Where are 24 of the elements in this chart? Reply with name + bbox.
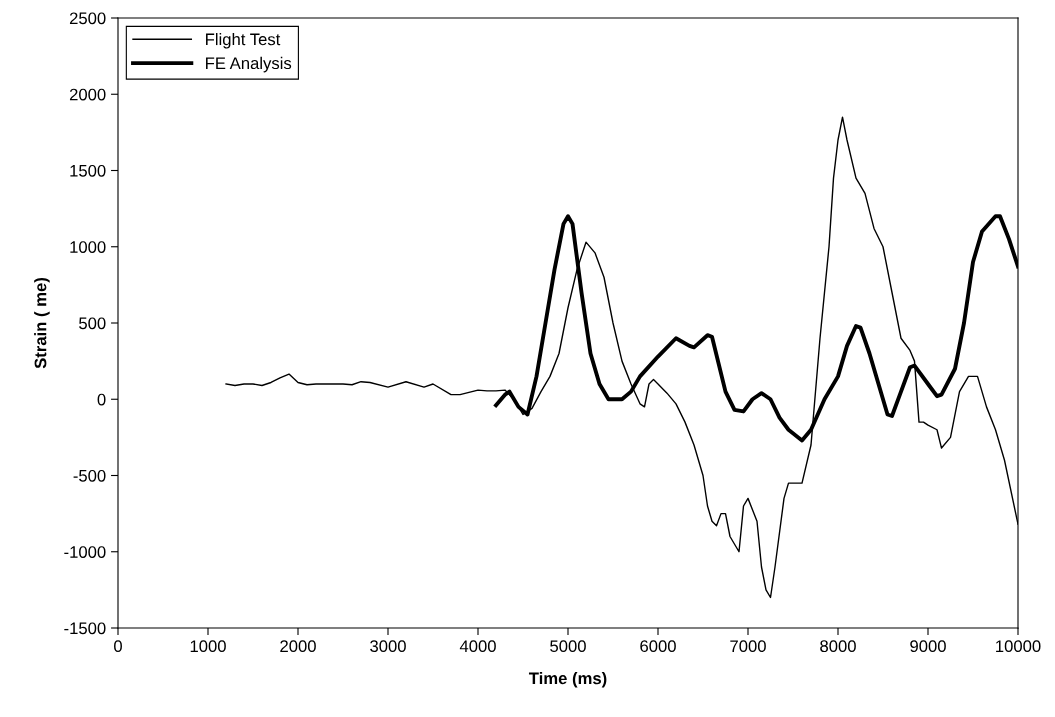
x-tick-label: 5000 <box>550 640 586 653</box>
x-axis-title: Time (ms) <box>528 672 607 688</box>
y-tick-label: 500 <box>79 317 106 330</box>
x-tick-label: 6000 <box>640 640 676 653</box>
y-tick-label: 2000 <box>69 88 106 101</box>
y-tick-label: 2500 <box>69 12 106 25</box>
x-tick-label: 7000 <box>730 640 766 653</box>
legend-label: FE Analysis <box>206 56 292 73</box>
y-tick-label: -1500 <box>64 622 106 635</box>
x-tick-label: 1000 <box>190 640 226 653</box>
y-tick-label: 1000 <box>70 241 106 253</box>
y-tick-label: 0 <box>97 393 106 406</box>
y-axis-title: Strain ( me) <box>34 277 50 369</box>
x-tick-label: 0 <box>114 640 122 653</box>
x-tick-label: 8000 <box>820 640 856 653</box>
y-tick-label: -1000 <box>64 546 106 558</box>
legend-label: Flight Test <box>206 33 281 49</box>
x-tick-label: 4000 <box>459 640 496 653</box>
y-tick-label: -500 <box>73 469 106 482</box>
x-tick-label: 2000 <box>280 640 316 653</box>
x-tick-label: 9000 <box>910 640 946 653</box>
x-tick-label: 10000 <box>996 640 1041 653</box>
x-tick-label: 3000 <box>370 640 406 653</box>
y-tick-label: 1500 <box>70 164 106 177</box>
